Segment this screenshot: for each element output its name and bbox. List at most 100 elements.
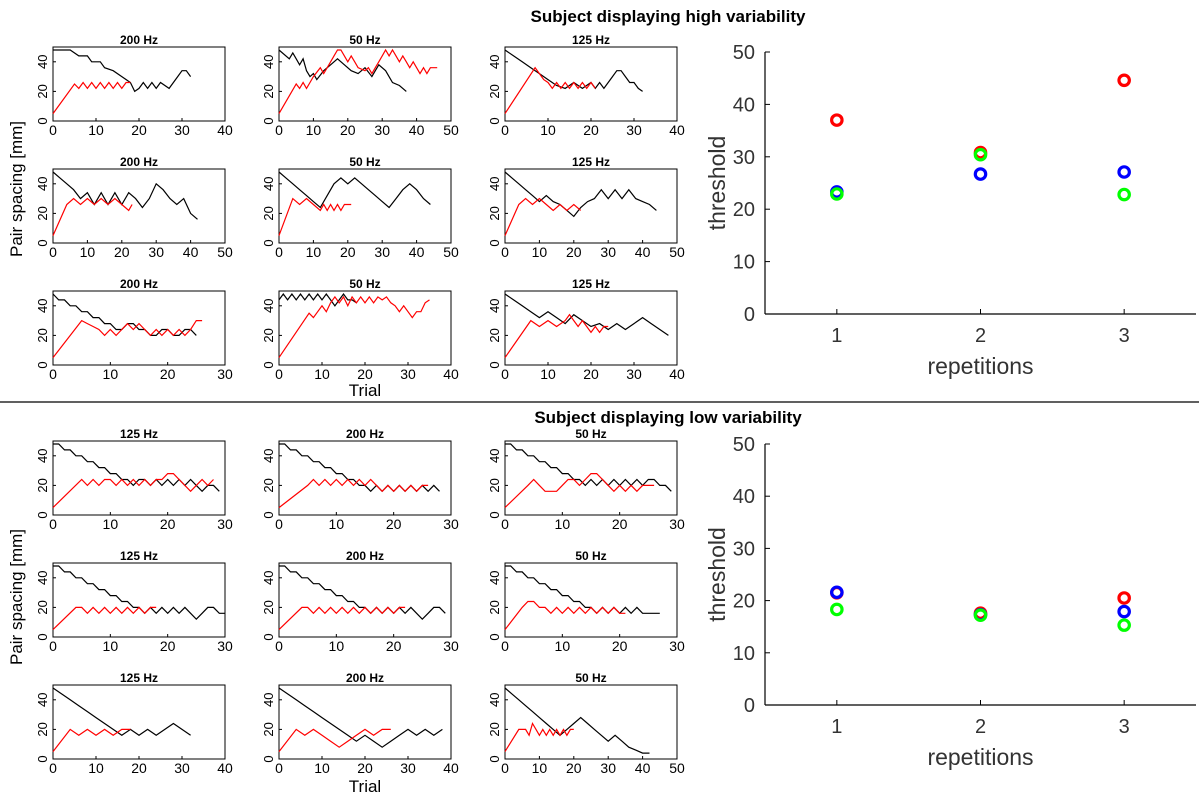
- small-plot: 200 Hz 0 10 20 30 40 50 0 20 40: [35, 155, 233, 260]
- red-staircase-line: [278, 295, 430, 358]
- x-tick-label: 20: [357, 366, 373, 382]
- y-tick-label: 40: [487, 55, 502, 69]
- x-tick-label: 30: [669, 638, 685, 654]
- red-staircase-line: [504, 721, 574, 752]
- x-tick-label: 30: [443, 638, 459, 654]
- black-staircase-line: [52, 171, 198, 220]
- y-tick-label: 0: [261, 511, 276, 518]
- y-tick-label: 40: [487, 177, 502, 191]
- y-tick-label: 0: [487, 117, 502, 124]
- x-tick-label: 40: [409, 122, 425, 138]
- y-tick-label: 20: [487, 722, 502, 736]
- x-tick-label: 30: [669, 516, 685, 532]
- plot-title: 200 Hz: [120, 33, 158, 47]
- red-staircase-line: [52, 728, 131, 752]
- y-tick-label: 40: [261, 299, 276, 313]
- red-staircase-line: [278, 728, 391, 752]
- x-tick-label: 20: [612, 516, 628, 532]
- x-tick-label: 40: [409, 244, 425, 260]
- x-tick-label: 30: [600, 760, 616, 776]
- plot-axes-box: [278, 46, 452, 122]
- plot-title: 50 Hz: [575, 427, 606, 441]
- plot-axes-box: [504, 168, 678, 244]
- plot-title: 50 Hz: [575, 671, 606, 685]
- plot-axes-box: [504, 46, 678, 122]
- small-plot: 50 Hz 0 10 20 30 40 0 20 40: [261, 277, 459, 382]
- plot-title: 125 Hz: [120, 427, 158, 441]
- x-tick-label: 30: [174, 760, 190, 776]
- x-tick-label: 20: [583, 122, 599, 138]
- black-staircase-line: [278, 49, 407, 92]
- black-staircase-line: [52, 687, 191, 737]
- x-tick-label: 20: [386, 638, 402, 654]
- x-tick-label: 40: [669, 366, 685, 382]
- section-title-high: Subject displaying high variability: [531, 7, 806, 26]
- x-tick-label: 0: [49, 122, 57, 138]
- x-tick-label: 40: [217, 760, 233, 776]
- x-tick-label: 2: [975, 325, 986, 347]
- plot-title: 125 Hz: [572, 33, 610, 47]
- x-tick-label: 0: [49, 366, 57, 382]
- y-tick-label: 40: [261, 449, 276, 463]
- x-tick-label: 40: [443, 760, 459, 776]
- x-tick-label: 20: [160, 516, 176, 532]
- black-staircase-line: [504, 171, 657, 218]
- x-tick-label: 30: [148, 244, 164, 260]
- y-axis-label: threshold: [704, 527, 730, 622]
- plot-title: 50 Hz: [349, 155, 380, 169]
- small-plot: 125 Hz 0 10 20 30 40 0 20 40: [35, 671, 233, 776]
- plot-title: 50 Hz: [349, 277, 380, 291]
- y-tick-label: 50: [733, 42, 755, 64]
- plot-title: 200 Hz: [346, 549, 384, 563]
- red-staircase-line: [278, 197, 352, 236]
- x-tick-label: 50: [669, 760, 685, 776]
- x-tick-label: 30: [626, 366, 642, 382]
- y-tick-label: 40: [261, 177, 276, 191]
- y-tick-label: 0: [35, 755, 50, 762]
- red-threshold-marker: [1117, 73, 1131, 88]
- plot-axes-box: [504, 562, 678, 638]
- red-staircase-line: [278, 478, 429, 509]
- y-tick-label: 0: [487, 361, 502, 368]
- x-tick-label: 10: [306, 244, 322, 260]
- x-axis-label: repetitions: [927, 744, 1033, 770]
- y-tick-label: 40: [35, 55, 50, 69]
- plot-title: 125 Hz: [572, 277, 610, 291]
- black-staircase-line: [53, 49, 192, 93]
- pair-spacing-label-low: Pair spacing [mm]: [7, 529, 26, 665]
- x-tick-label: 10: [555, 516, 571, 532]
- small-plot: 125 Hz 0 10 20 30 0 20 40: [35, 427, 233, 532]
- x-tick-label: 20: [340, 244, 356, 260]
- small-plot: 200 Hz 0 10 20 30 0 20 40: [261, 549, 459, 654]
- y-tick-label: 40: [487, 449, 502, 463]
- x-tick-label: 30: [374, 122, 390, 138]
- y-tick-label: 40: [487, 299, 502, 313]
- black-staircase-line: [278, 687, 443, 748]
- green-threshold-marker: [973, 608, 988, 623]
- plot-title: 125 Hz: [120, 671, 158, 685]
- x-tick-label: 20: [340, 122, 356, 138]
- green-threshold-marker: [830, 602, 844, 617]
- green-threshold-marker: [973, 147, 988, 162]
- y-tick-label: 0: [487, 239, 502, 246]
- x-tick-label: 0: [501, 638, 509, 654]
- x-tick-label: 20: [386, 516, 402, 532]
- x-tick-label: 40: [635, 760, 651, 776]
- plot-axes-box: [52, 684, 226, 760]
- blue-threshold-marker: [973, 167, 988, 181]
- small-plot: 200 Hz 0 10 20 30 0 20 40: [261, 427, 459, 532]
- y-tick-label: 0: [35, 361, 50, 368]
- y-tick-label: 20: [35, 600, 50, 614]
- green-threshold-marker: [830, 187, 844, 201]
- x-tick-label: 20: [566, 244, 582, 260]
- y-tick-label: 20: [733, 199, 755, 221]
- black-staircase-line: [504, 687, 650, 754]
- plot-axes-box: [52, 440, 226, 516]
- x-tick-label: 10: [314, 760, 330, 776]
- x-tick-label: 30: [217, 638, 233, 654]
- x-tick-label: 20: [131, 122, 147, 138]
- small-plot: 125 Hz 0 10 20 30 40 0 20 40: [487, 33, 685, 138]
- x-tick-label: 10: [540, 122, 556, 138]
- x-tick-label: 10: [103, 366, 119, 382]
- y-tick-label: 20: [261, 328, 276, 342]
